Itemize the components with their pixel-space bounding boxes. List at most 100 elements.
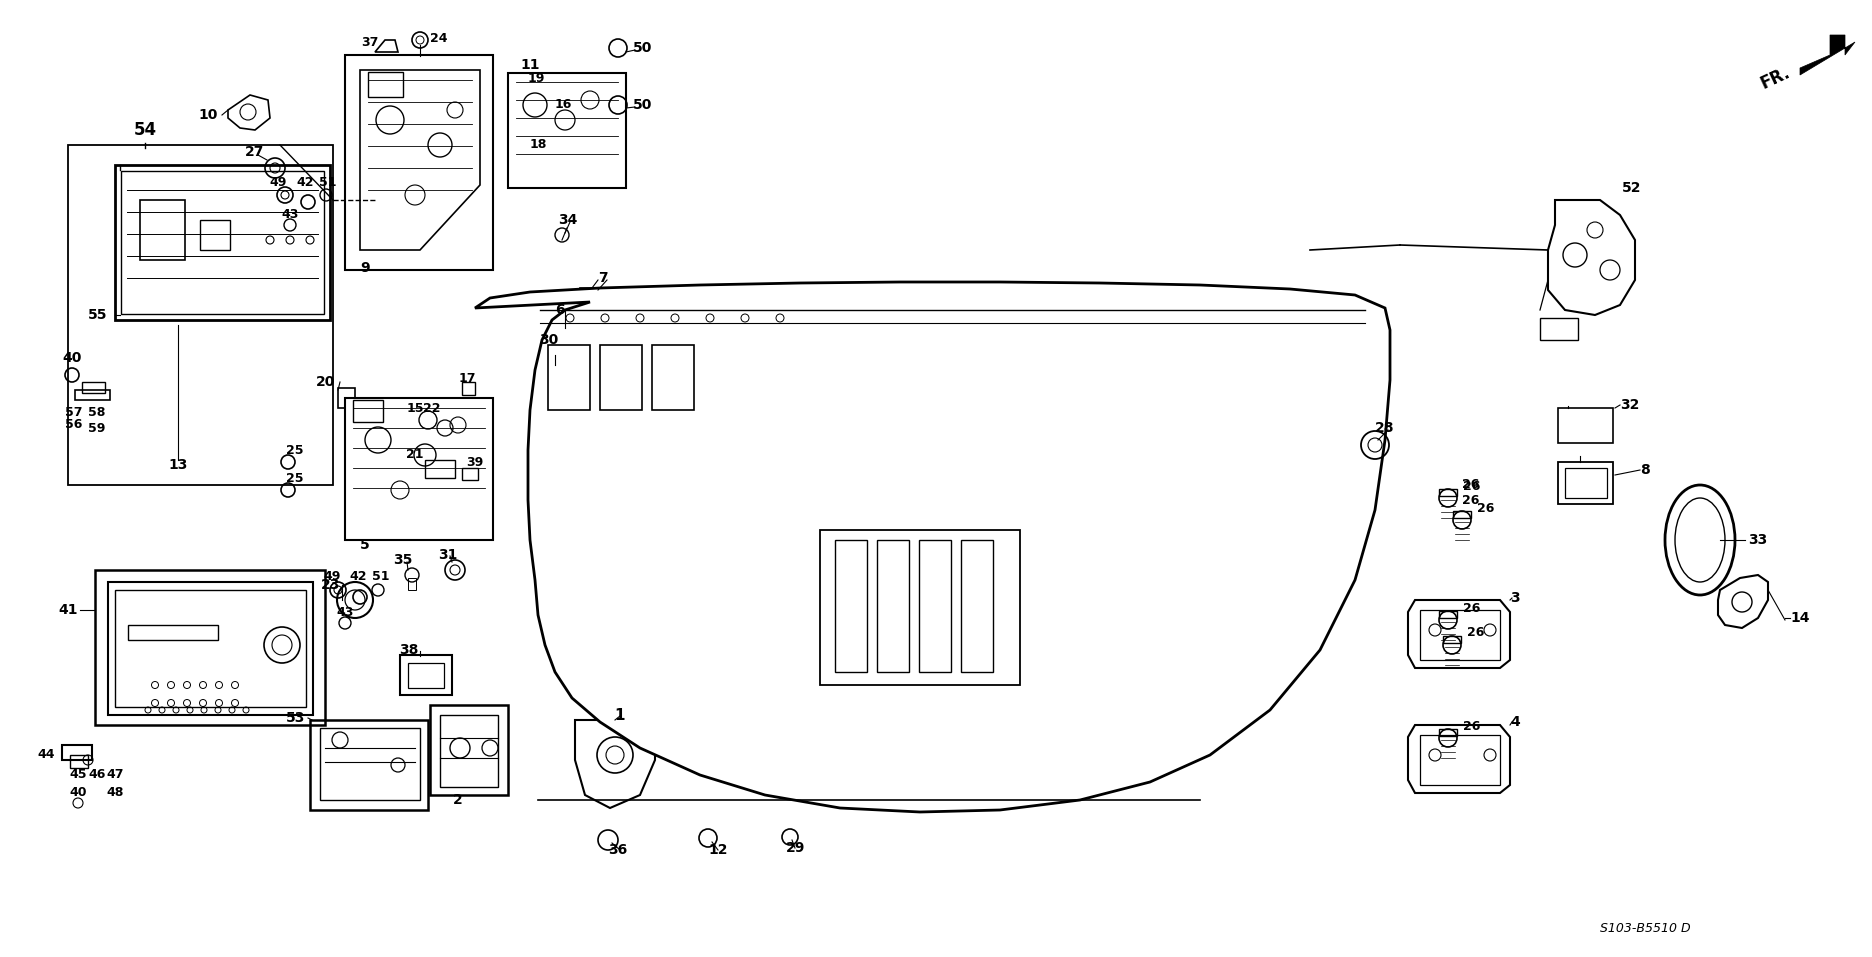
Text: 40: 40 <box>69 786 86 798</box>
Text: 56: 56 <box>66 418 82 432</box>
Bar <box>127 625 217 640</box>
Bar <box>344 55 492 270</box>
Text: 58: 58 <box>88 406 105 418</box>
Text: 35: 35 <box>393 553 412 567</box>
Text: 43: 43 <box>337 606 354 618</box>
Text: FR.: FR. <box>1758 63 1793 93</box>
Text: 20: 20 <box>316 375 335 389</box>
Text: 51: 51 <box>320 176 337 189</box>
Text: 26: 26 <box>1462 494 1479 506</box>
Text: 23: 23 <box>320 578 341 592</box>
Text: 47: 47 <box>107 768 124 782</box>
Polygon shape <box>1801 35 1855 75</box>
Bar <box>114 165 329 320</box>
Text: 6: 6 <box>556 303 565 317</box>
Text: 14: 14 <box>1790 611 1810 625</box>
Bar <box>109 582 313 715</box>
Text: 32: 32 <box>1619 398 1640 412</box>
Text: 50: 50 <box>633 41 653 55</box>
Bar <box>1541 318 1578 340</box>
Text: 9: 9 <box>359 261 369 275</box>
Text: 37: 37 <box>361 35 378 49</box>
Text: 26: 26 <box>1468 627 1484 639</box>
Bar <box>67 145 333 485</box>
Bar <box>425 460 455 478</box>
Bar <box>122 171 324 314</box>
Bar <box>820 530 1020 685</box>
Text: 57: 57 <box>66 406 82 418</box>
Text: 18: 18 <box>530 139 547 151</box>
Bar <box>548 345 590 410</box>
Text: 31: 31 <box>438 548 457 562</box>
Bar <box>601 345 642 410</box>
Text: 26: 26 <box>1464 602 1481 614</box>
Text: 4: 4 <box>1511 715 1520 729</box>
Bar <box>1565 468 1606 498</box>
Text: 26: 26 <box>1464 720 1481 732</box>
Bar <box>919 540 951 672</box>
Bar <box>431 705 507 795</box>
Text: 52: 52 <box>1623 181 1642 195</box>
Text: 11: 11 <box>520 58 539 72</box>
Bar <box>507 73 625 188</box>
Text: 28: 28 <box>1376 421 1395 435</box>
Text: 27: 27 <box>245 145 264 159</box>
Text: 26: 26 <box>1462 478 1479 492</box>
Text: 45: 45 <box>69 768 86 782</box>
Bar <box>651 345 695 410</box>
Bar <box>114 590 305 707</box>
Bar <box>354 400 384 422</box>
Text: 55: 55 <box>88 308 107 322</box>
Text: 29: 29 <box>786 841 805 855</box>
Bar <box>320 728 419 800</box>
Text: 49: 49 <box>324 570 341 584</box>
Text: 49: 49 <box>270 176 286 189</box>
Text: 10: 10 <box>198 108 217 122</box>
Bar <box>369 72 402 97</box>
Text: 46: 46 <box>88 768 105 782</box>
Text: 51: 51 <box>373 570 389 584</box>
Text: 25: 25 <box>286 443 303 456</box>
Bar <box>554 318 577 336</box>
Text: 2: 2 <box>453 793 462 807</box>
Bar <box>140 200 185 260</box>
Text: 26: 26 <box>1464 479 1481 493</box>
Text: 26: 26 <box>1477 501 1494 515</box>
Bar <box>311 720 429 810</box>
Text: 1: 1 <box>614 707 625 723</box>
Text: 40: 40 <box>62 351 82 365</box>
Text: 22: 22 <box>423 402 440 414</box>
Bar <box>835 540 867 672</box>
Text: 8: 8 <box>1640 463 1649 477</box>
Text: 39: 39 <box>466 456 483 469</box>
Text: S103-B5510 D: S103-B5510 D <box>1601 922 1690 934</box>
Bar <box>344 398 492 540</box>
Text: 25: 25 <box>286 472 303 484</box>
Text: 15: 15 <box>406 402 423 414</box>
Bar <box>200 220 230 250</box>
Text: 12: 12 <box>708 843 728 857</box>
Text: 3: 3 <box>1511 591 1520 605</box>
Text: 38: 38 <box>399 643 417 657</box>
Bar <box>1558 408 1614 443</box>
Bar <box>440 715 498 787</box>
Text: 54: 54 <box>133 121 157 139</box>
Text: 42: 42 <box>350 570 367 584</box>
Text: 5: 5 <box>359 538 371 552</box>
Polygon shape <box>475 282 1391 812</box>
Text: 33: 33 <box>1748 533 1767 547</box>
Bar <box>1421 610 1499 660</box>
Text: 24: 24 <box>431 32 447 44</box>
Bar <box>1558 462 1614 504</box>
Text: 48: 48 <box>107 786 124 798</box>
Text: 44: 44 <box>37 748 54 762</box>
Text: 43: 43 <box>281 209 300 221</box>
Text: 21: 21 <box>406 449 423 461</box>
Bar <box>1421 735 1499 785</box>
Bar <box>95 570 326 725</box>
Text: 41: 41 <box>58 603 79 617</box>
Text: 59: 59 <box>88 421 105 434</box>
Text: 34: 34 <box>558 213 578 227</box>
Text: 36: 36 <box>608 843 627 857</box>
Text: 53: 53 <box>286 711 305 725</box>
